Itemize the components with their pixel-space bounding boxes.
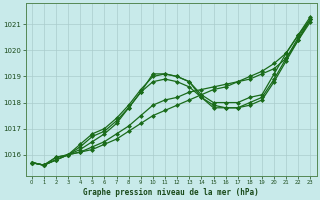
X-axis label: Graphe pression niveau de la mer (hPa): Graphe pression niveau de la mer (hPa) [83,188,259,197]
